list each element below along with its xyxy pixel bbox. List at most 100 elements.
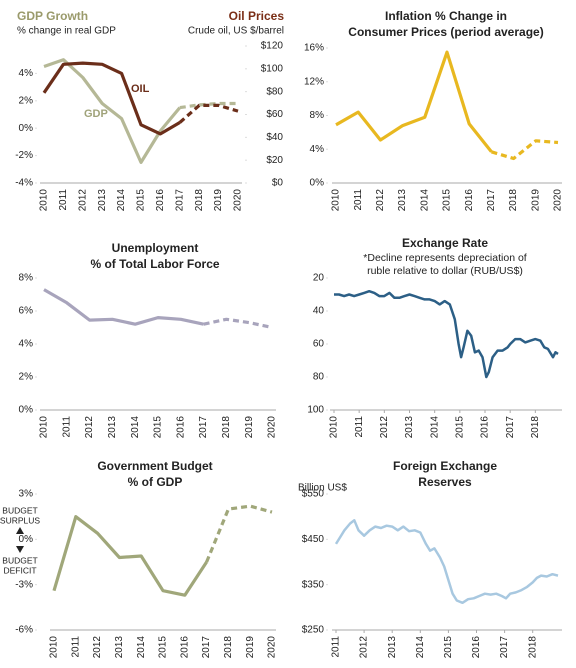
x-tick-label: 2014 bbox=[415, 636, 426, 659]
x-tick-label: 2010 bbox=[331, 189, 342, 212]
surplus-label: BUDGET bbox=[2, 505, 37, 515]
x-tick-label: 2011 bbox=[331, 636, 342, 658]
series-line bbox=[43, 58, 182, 164]
x-tick-label: 2020 bbox=[553, 189, 564, 212]
x-tick-label: 2016 bbox=[179, 636, 190, 659]
y-tick-label: -6% bbox=[15, 625, 33, 636]
series-line-projection bbox=[203, 317, 273, 330]
y-tick-label: -2% bbox=[15, 150, 33, 161]
y-tick-label: 0% bbox=[310, 178, 325, 189]
y-tick-label: 16% bbox=[304, 43, 324, 54]
x-tick-label: 2016 bbox=[464, 189, 475, 212]
x-tick-label: 2015 bbox=[454, 416, 465, 439]
y2-tick-label: $100 bbox=[261, 63, 284, 74]
y-tick-label: 4% bbox=[19, 68, 34, 79]
y-tick-label: -4% bbox=[15, 178, 33, 189]
y-tick-label: 40 bbox=[313, 306, 325, 317]
chart-note: ruble relative to dollar (RUB/US$) bbox=[367, 265, 523, 277]
x-tick-label: 2016 bbox=[480, 416, 491, 439]
y-tick-label: 4% bbox=[310, 144, 325, 155]
y-tick-label: 8% bbox=[310, 110, 325, 121]
x-tick-label: 2020 bbox=[267, 636, 278, 659]
x-tick-label: 2017 bbox=[198, 416, 209, 439]
y2-tick-label: $20 bbox=[266, 155, 283, 166]
x-tick-label: 2012 bbox=[379, 416, 390, 439]
series-label: OIL bbox=[131, 83, 150, 95]
y2-title: Oil Prices bbox=[229, 9, 285, 23]
x-tick-label: 2010 bbox=[39, 416, 50, 439]
y-tick-label: $450 bbox=[302, 534, 325, 545]
x-tick-label: 2012 bbox=[92, 636, 103, 659]
x-tick-label: 2017 bbox=[201, 636, 212, 659]
x-tick-label: 2014 bbox=[429, 416, 440, 439]
y-tick-label: 8% bbox=[19, 273, 34, 284]
series-line bbox=[334, 519, 559, 605]
x-tick-label: 2018 bbox=[508, 189, 519, 212]
series-label: GDP bbox=[84, 108, 108, 120]
y2-tick-label: $0 bbox=[272, 178, 284, 189]
y2-tick-label: $60 bbox=[266, 109, 283, 120]
chart-title: Inflation % Change in bbox=[385, 9, 507, 23]
x-tick-label: 2018 bbox=[223, 636, 234, 659]
series-line bbox=[43, 288, 204, 326]
series-line-projection bbox=[205, 504, 273, 563]
series-line bbox=[52, 515, 208, 597]
y2-tick-label: $40 bbox=[266, 132, 283, 143]
deficit-label: DEFICIT bbox=[3, 565, 36, 575]
x-tick-label: 2013 bbox=[387, 636, 398, 659]
y-axis-label: Billion US$ bbox=[298, 483, 347, 494]
x-tick-label: 2013 bbox=[107, 416, 118, 439]
x-tick-label: 2012 bbox=[375, 189, 386, 212]
x-tick-label: 2014 bbox=[130, 416, 141, 439]
x-tick-label: 2012 bbox=[77, 189, 88, 212]
x-tick-label: 2015 bbox=[153, 416, 164, 439]
x-tick-label: 2015 bbox=[443, 636, 454, 659]
y-tick-label: 100 bbox=[307, 405, 324, 416]
x-tick-label: 2015 bbox=[158, 636, 169, 659]
series-line-projection bbox=[490, 139, 559, 161]
chart-title: Exchange Rate bbox=[402, 236, 488, 250]
chart-subtitle: Reserves bbox=[418, 475, 472, 489]
y-tick-label: 2% bbox=[19, 372, 34, 383]
x-tick-label: 2011 bbox=[61, 416, 72, 438]
x-tick-label: 2013 bbox=[404, 416, 415, 439]
chart-note: *Decline represents depreciation of bbox=[363, 252, 527, 264]
x-tick-label: 2019 bbox=[530, 189, 541, 212]
chart-subtitle: Consumer Prices (period average) bbox=[348, 25, 543, 39]
chart-title: Foreign Exchange bbox=[393, 459, 497, 473]
y-tick-label: $350 bbox=[302, 579, 325, 590]
y-tick-label: 80 bbox=[313, 372, 325, 383]
y-tick-label: 2% bbox=[19, 95, 34, 106]
x-tick-label: 2011 bbox=[58, 189, 69, 211]
x-tick-label: 2011 bbox=[354, 416, 365, 438]
x-tick-label: 2018 bbox=[221, 416, 232, 439]
y-tick-label: 0% bbox=[19, 534, 34, 545]
y-tick-label: $250 bbox=[302, 625, 325, 636]
x-tick-label: 2017 bbox=[505, 416, 516, 439]
chart-subtitle: % of GDP bbox=[128, 475, 183, 489]
x-tick-label: 2018 bbox=[530, 416, 541, 439]
x-tick-label: 2019 bbox=[244, 416, 255, 439]
series-line bbox=[42, 61, 181, 136]
x-tick-label: 2010 bbox=[329, 416, 340, 439]
series-line bbox=[334, 289, 559, 379]
y-tick-label: 20 bbox=[313, 273, 325, 284]
x-tick-label: 2012 bbox=[359, 636, 370, 659]
chart-subtitle: % of Total Labor Force bbox=[90, 257, 219, 271]
x-tick-label: 2018 bbox=[527, 636, 538, 659]
series-line bbox=[335, 50, 493, 153]
x-tick-label: 2015 bbox=[136, 189, 147, 212]
arrow-up bbox=[16, 527, 24, 534]
x-tick-label: 2014 bbox=[116, 189, 127, 212]
x-tick-label: 2013 bbox=[397, 189, 408, 212]
y-tick-label: 6% bbox=[19, 306, 34, 317]
y2-subtitle: Crude oil, US $/barrel bbox=[188, 26, 284, 37]
x-tick-label: 2018 bbox=[194, 189, 205, 212]
x-tick-label: 2015 bbox=[442, 189, 453, 212]
x-tick-label: 2020 bbox=[233, 189, 244, 212]
x-tick-label: 2019 bbox=[213, 189, 224, 212]
y2-tick-label: $120 bbox=[261, 41, 284, 52]
y-tick-label: 4% bbox=[19, 339, 34, 350]
x-tick-label: 2019 bbox=[245, 636, 256, 659]
